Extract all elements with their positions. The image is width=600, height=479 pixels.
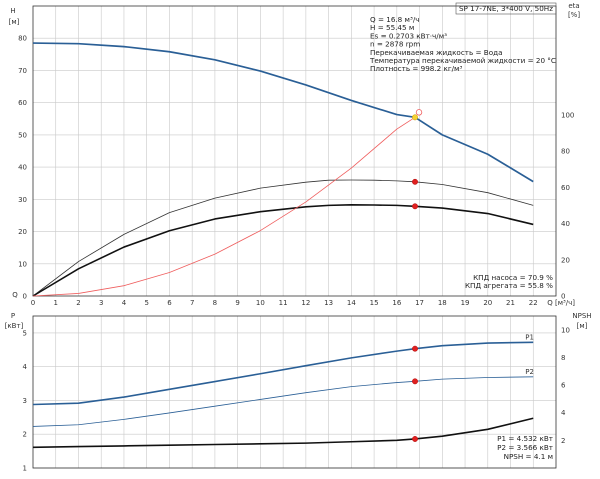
bottom-left-tick-label: 2 xyxy=(23,431,27,439)
top-x-tick-label: 2 xyxy=(76,299,80,307)
bottom-operating-marker xyxy=(412,436,418,442)
bottom-left-tick-label: 5 xyxy=(23,329,27,337)
top-left-tick-label: 50 xyxy=(18,131,27,139)
top-left-axis-unit: [м] xyxy=(9,18,20,26)
top-right-axis-unit: [%] xyxy=(568,11,580,19)
top-left-tick-label: 30 xyxy=(18,196,27,204)
bottom-left-tick-label: 3 xyxy=(23,397,27,405)
top-right-tick-label: 60 xyxy=(561,184,570,192)
series-label-p1: P1 xyxy=(525,333,534,341)
efficiency-point-marker xyxy=(412,203,418,210)
top-left-tick-label: 60 xyxy=(18,99,27,107)
top-left-tick-label: 10 xyxy=(18,260,27,268)
top-left-tick-label: 0 xyxy=(23,293,27,301)
top-right-tick-label: 80 xyxy=(561,148,570,156)
operating-info-line: H = 55.45 м xyxy=(370,23,414,32)
top-x-tick-label: 12 xyxy=(301,299,310,307)
top-x-tick-label: 10 xyxy=(256,299,265,307)
top-x-tick-label: 20 xyxy=(483,299,492,307)
top-left-tick-label: 40 xyxy=(18,164,27,172)
bottom-operating-marker xyxy=(412,345,418,352)
top-plot-frame xyxy=(32,5,557,297)
operating-info-line: Плотность = 998.2 кг/м³ xyxy=(370,64,462,73)
bottom-left-tick-label: 4 xyxy=(23,363,28,371)
head-curve xyxy=(32,42,534,183)
p1-power-curve xyxy=(32,341,534,406)
top-x-tick-label: 11 xyxy=(279,299,288,307)
efficiency-point-marker xyxy=(412,178,418,185)
npsh-curve xyxy=(32,417,534,449)
top-x-tick-label: 18 xyxy=(438,299,447,307)
bottom-left-axis-unit: [кВт] xyxy=(5,322,24,330)
top-left-tick-label: 80 xyxy=(18,35,27,43)
bottom-right-axis-label: NPSH xyxy=(572,312,591,320)
operating-info-line: n = 2878 rpm xyxy=(370,40,420,49)
bottom-right-tick-label: 10 xyxy=(561,326,570,334)
top-x-tick-label: 9 xyxy=(235,299,239,307)
bottom-plot-frame xyxy=(32,315,557,469)
top-x-tick-label: 19 xyxy=(461,299,470,307)
series-label-p2: P2 xyxy=(525,368,534,376)
operating-info-line: Перекачиваемая жидкость = Вода xyxy=(370,48,503,57)
total-efficiency-curve xyxy=(32,204,534,297)
power-info-line: P1 = 4.532 кВт xyxy=(497,434,553,443)
top-x-tick-label: 15 xyxy=(370,299,379,307)
top-corner-h-label: Q xyxy=(12,291,18,299)
top-right-axis-label: eta xyxy=(568,2,579,10)
duty-point-marker xyxy=(412,114,418,121)
system-curve xyxy=(32,116,416,297)
top-x-tick-label: 17 xyxy=(415,299,424,307)
top-right-tick-label: 0 xyxy=(561,293,565,301)
top-x-tick-label: 3 xyxy=(99,299,103,307)
top-x-tick-label: 14 xyxy=(347,299,356,307)
bottom-left-tick-label: 1 xyxy=(23,465,27,473)
p2-power-curve xyxy=(32,376,534,427)
system-curve-end-marker xyxy=(415,109,423,116)
bottom-left-axis-label: P xyxy=(11,312,15,320)
top-right-tick-label: 20 xyxy=(561,256,570,264)
top-left-axis-label: H xyxy=(10,7,15,15)
operating-info-line: Температура перекачиваемой жидкости = 20… xyxy=(369,56,556,65)
chart-title-box xyxy=(455,2,557,15)
top-x-tick-label: 13 xyxy=(324,299,333,307)
top-x-tick-label: 8 xyxy=(213,299,217,307)
power-info-line: NPSH = 4.1 м xyxy=(504,452,553,461)
efficiency-info-line: КПД агрегата = 55.8 % xyxy=(465,281,553,290)
operating-info-line: Es = 0.2703 кВт·ч/м³ xyxy=(370,31,447,40)
top-x-tick-label: 6 xyxy=(167,299,172,307)
top-x-tick-label: 16 xyxy=(392,299,401,307)
bottom-right-tick-label: 8 xyxy=(561,354,565,362)
bottom-operating-marker xyxy=(412,378,418,385)
top-x-tick-label: 22 xyxy=(529,299,538,307)
top-right-tick-label: 100 xyxy=(561,111,574,119)
top-left-tick-label: 20 xyxy=(18,228,27,236)
top-right-tick-label: 40 xyxy=(561,220,570,228)
bottom-right-tick-label: 6 xyxy=(561,382,566,390)
top-x-tick-label: 21 xyxy=(506,299,515,307)
bottom-right-axis-unit: [м] xyxy=(577,322,588,330)
pump-efficiency-curve xyxy=(32,179,534,297)
bottom-right-tick-label: 4 xyxy=(561,409,566,417)
chart-title: SP 17-7NE, 3*400 V, 50Hz xyxy=(459,4,553,13)
top-x-tick-label: 0 xyxy=(31,299,35,307)
top-x-tick-label: 5 xyxy=(144,299,148,307)
operating-info-line: Q = 16.8 м³/ч xyxy=(370,15,420,24)
bottom-right-tick-label: 2 xyxy=(561,437,565,445)
top-x-tick-label: 1 xyxy=(54,299,58,307)
top-left-tick-label: 70 xyxy=(18,67,27,75)
efficiency-info-line: КПД насоса = 70.9 % xyxy=(473,273,553,282)
top-x-tick-label: 7 xyxy=(190,299,194,307)
top-x-axis-label: Q [м³/ч] xyxy=(547,299,575,307)
power-info-line: P2 = 3.566 кВт xyxy=(497,443,553,452)
top-x-tick-label: 4 xyxy=(122,299,127,307)
